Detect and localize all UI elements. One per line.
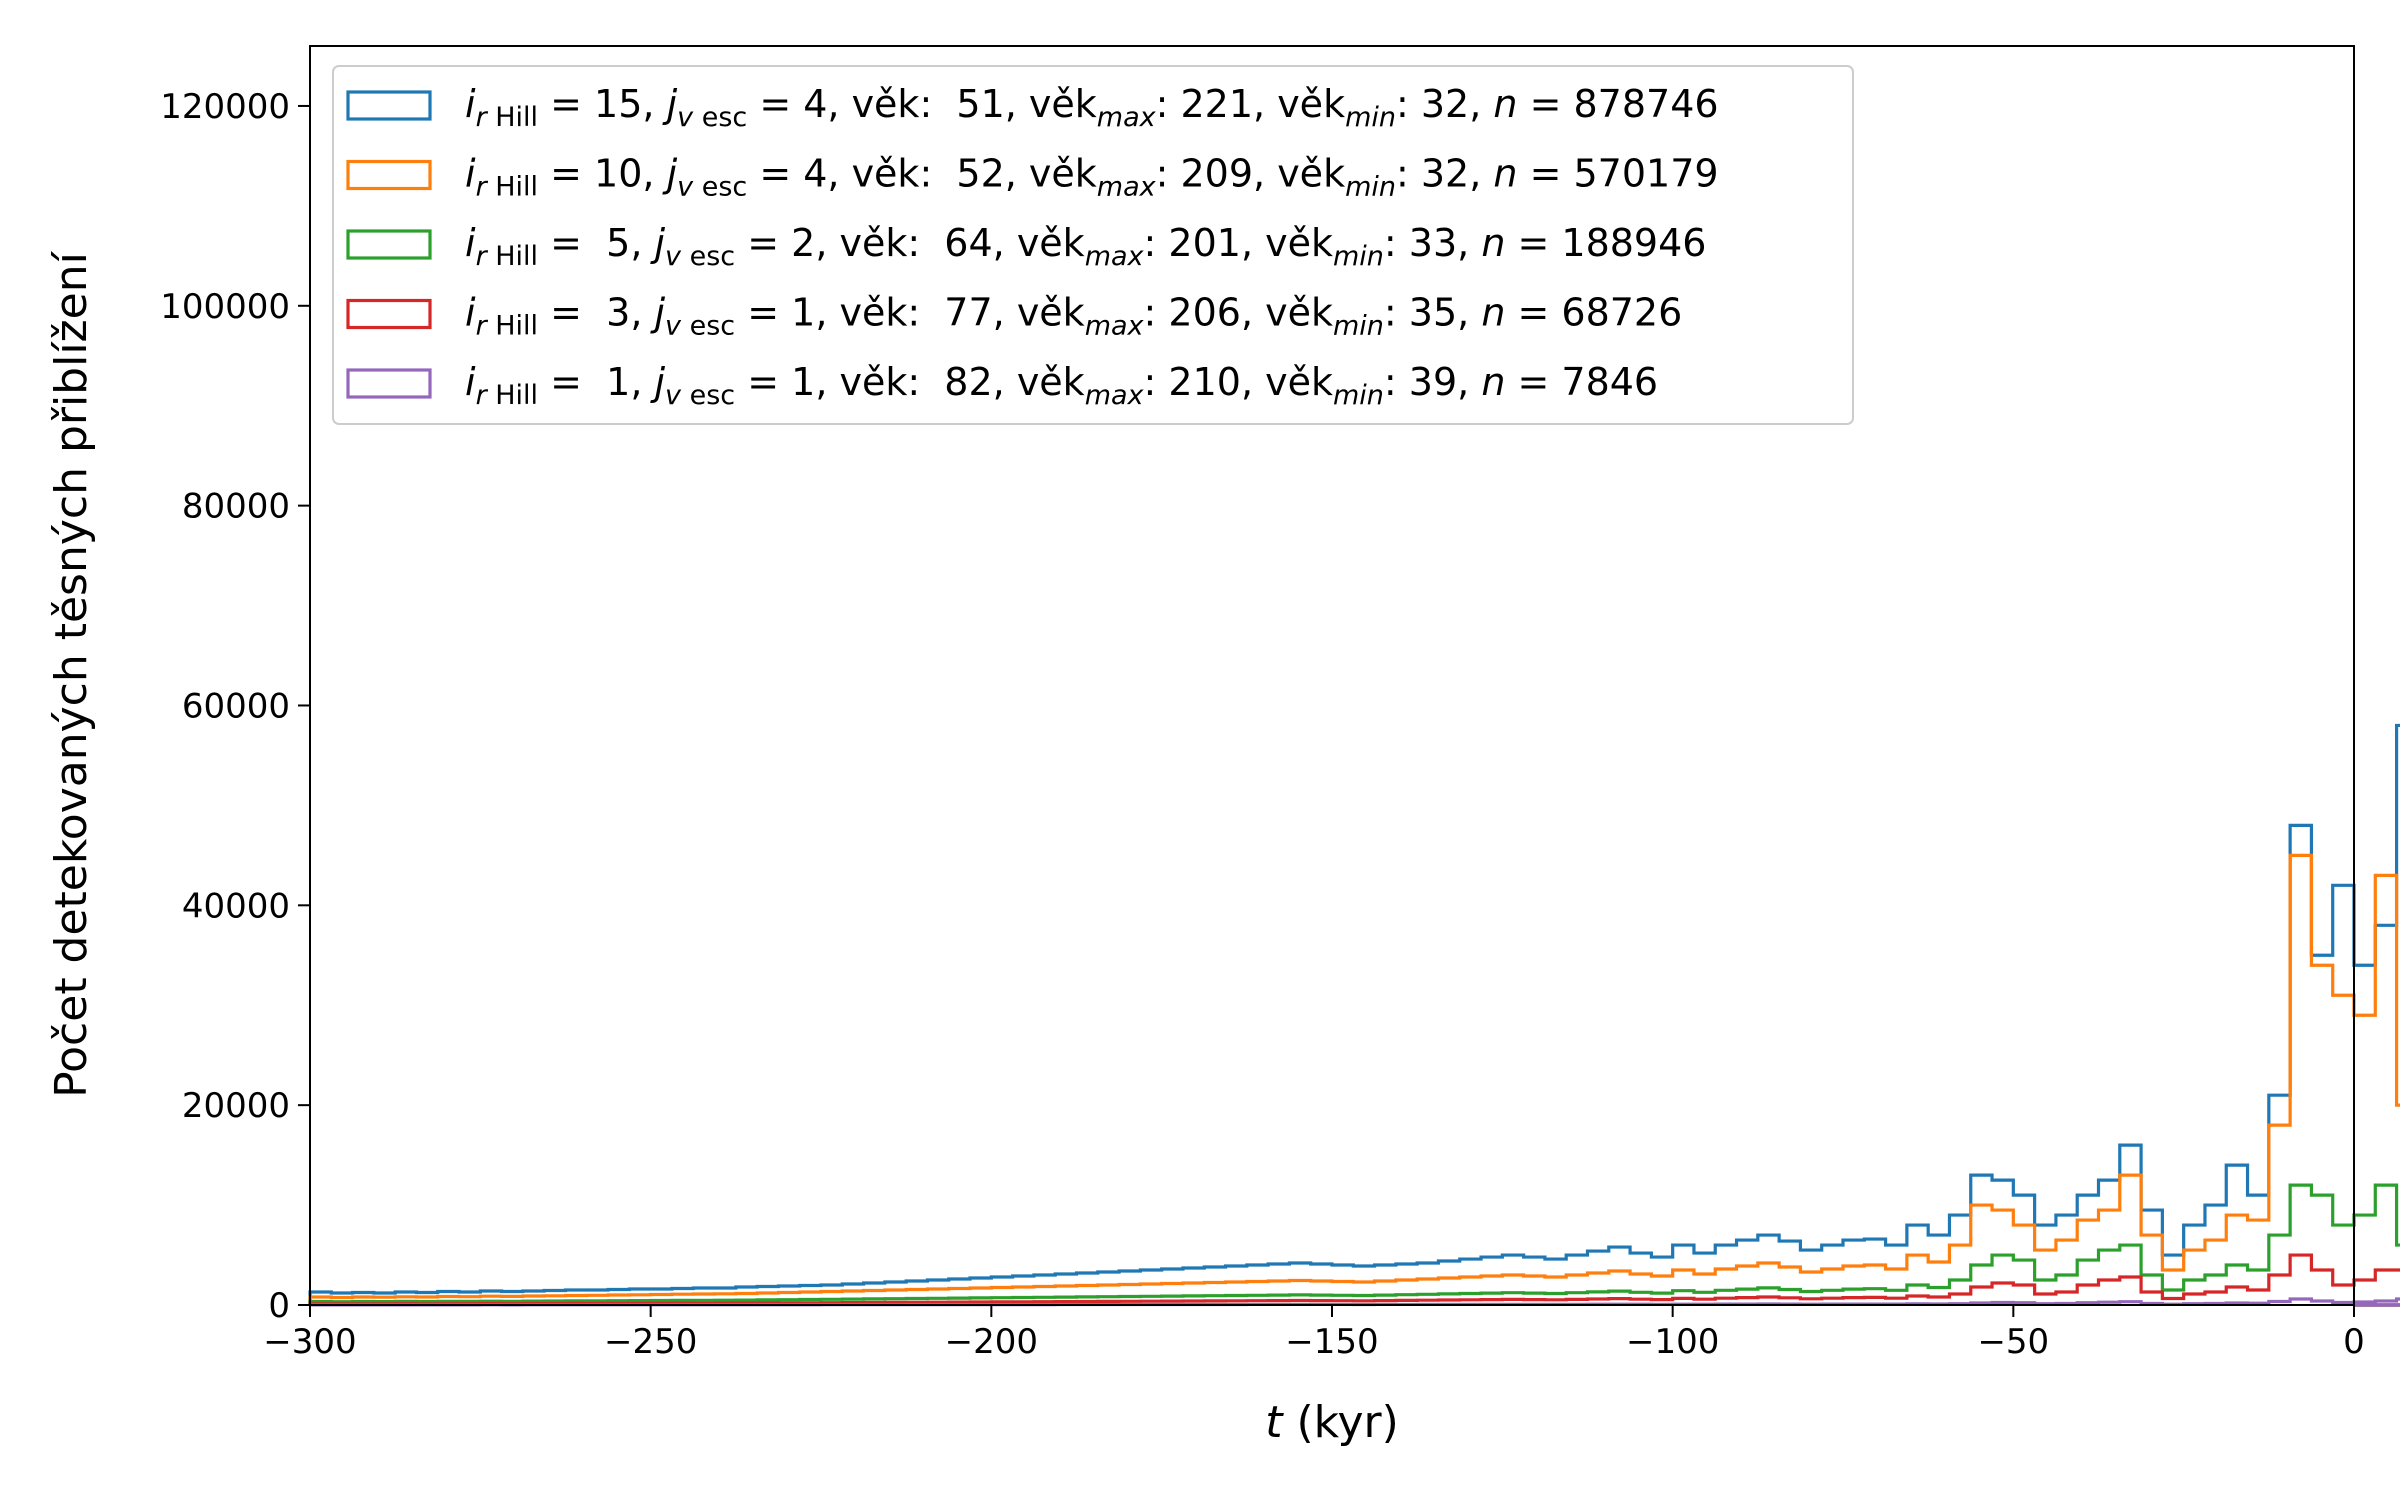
x-tick-label: 0 bbox=[2343, 1322, 2365, 1362]
series-2-histogram bbox=[308, 853, 2400, 1307]
legend-swatch bbox=[346, 368, 432, 399]
legend-entry: ir Hill = 5, jv esc = 2, věk: 64, věkmax… bbox=[465, 221, 1706, 272]
x-axis-label: t (kyr) bbox=[1265, 1397, 1399, 1448]
legend-swatch bbox=[346, 229, 432, 260]
x-axis-label-symbol: t bbox=[1265, 1397, 1284, 1448]
x-tick-label: −100 bbox=[1626, 1322, 1719, 1362]
y-tick-label: 80000 bbox=[182, 487, 290, 527]
legend-entry: ir Hill = 1, jv esc = 1, věk: 82, věkmax… bbox=[465, 360, 1658, 411]
series-1-histogram bbox=[308, 723, 2400, 1307]
legend-box bbox=[332, 65, 1854, 425]
legend-entry: ir Hill = 10, jv esc = 4, věk: 52, věkma… bbox=[465, 152, 1719, 203]
x-tick-label: −50 bbox=[1977, 1322, 2049, 1362]
x-axis-label-unit: (kyr) bbox=[1282, 1397, 1398, 1448]
y-tick-label: 120000 bbox=[160, 87, 290, 127]
legend-entry: ir Hill = 3, jv esc = 1, věk: 77, věkmax… bbox=[465, 291, 1682, 342]
legend-entry: ir Hill = 15, jv esc = 4, věk: 51, věkma… bbox=[465, 82, 1719, 133]
legend-swatch bbox=[346, 90, 432, 121]
y-tick-label: 0 bbox=[268, 1286, 290, 1326]
y-axis: 0 20000 40000 60000 80000 100000 120000 bbox=[160, 87, 310, 1326]
y-tick-label: 40000 bbox=[182, 886, 290, 926]
legend-swatch bbox=[346, 159, 432, 191]
series-4-histogram bbox=[308, 1253, 2400, 1307]
y-tick-label: 60000 bbox=[182, 686, 290, 726]
series-3-histogram bbox=[308, 1183, 2400, 1307]
x-tick-label: −250 bbox=[604, 1322, 697, 1362]
x-tick-label: −150 bbox=[1285, 1322, 1378, 1362]
y-axis-label: Počet detekovaných těsných přiblížení bbox=[46, 250, 97, 1097]
legend: ir Hill = 15, jv esc = 4, věk: 51, věkma… bbox=[332, 65, 1854, 425]
y-tick-label: 20000 bbox=[182, 1086, 290, 1126]
legend-swatch bbox=[346, 298, 432, 330]
x-axis: −300 −250 −200 −150 −100 −50 0 bbox=[263, 1305, 2365, 1362]
x-tick-label: −300 bbox=[263, 1322, 356, 1362]
y-tick-label: 100000 bbox=[160, 287, 290, 327]
x-tick-label: −200 bbox=[945, 1322, 1038, 1362]
